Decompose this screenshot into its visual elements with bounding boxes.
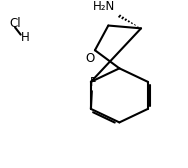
Text: H₂N: H₂N xyxy=(92,0,115,13)
Text: F: F xyxy=(89,76,96,89)
Text: H: H xyxy=(21,31,30,44)
Text: Cl: Cl xyxy=(9,17,21,30)
Text: O: O xyxy=(86,52,95,65)
